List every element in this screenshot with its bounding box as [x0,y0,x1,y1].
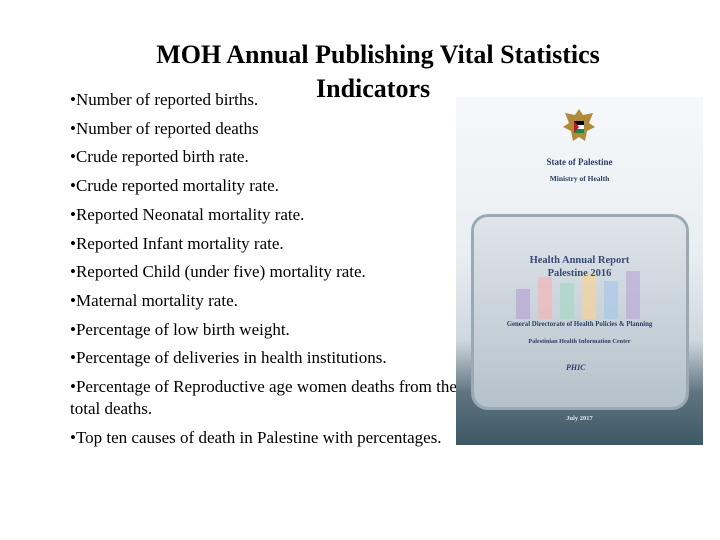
list-item: Top ten causes of death in Palestine wit… [70,427,460,449]
list-item: Percentage of Reproductive age women dea… [70,376,460,420]
list-item: Maternal mortality rate. [70,287,460,316]
bar-illustration-bar [560,283,574,319]
cover-center: Palestinian Health Information Center [528,338,631,345]
cover-report-title-line1: Health Annual Report [529,255,630,266]
bar-illustration-bar [604,281,618,319]
list-item: Reported Infant mortality rate. [70,230,460,259]
bar-illustration-bar [626,271,640,319]
list-item: Reported Neonatal mortality rate. [70,201,460,230]
bar-illustration-bar [582,273,596,319]
list-item: Percentage of low birth weight. [70,316,460,345]
cover-logo-text: PHIC [566,363,586,372]
eagle-emblem-icon [563,109,595,141]
cover-state: State of Palestine [546,157,613,167]
cover-report-title-line2: Palestine 2016 [547,268,612,279]
cover-date: July 2017 [566,415,593,422]
list-item: Crude reported birth rate. [70,143,460,172]
list-item: Crude reported mortality rate. [70,172,460,201]
slide-title-line1: MOH Annual Publishing Vital Statistics [156,40,600,69]
list-item: Number of reported births. [70,86,460,115]
list-item: Number of reported deaths [70,115,460,144]
cover-ministry: Ministry of Health [549,174,610,183]
cover-report-title: Health Annual Report Palestine 2016 [456,254,703,280]
tablet-illustration [474,217,686,407]
report-cover-image: State of Palestine Ministry of Health He… [456,97,703,445]
indicator-list: Number of reported births. Number of rep… [70,86,460,456]
bar-illustration-bar [516,289,530,319]
list-item: Reported Child (under five) mortality ra… [70,258,460,287]
bar-illustration [516,271,640,319]
cover-department: General Directorate of Health Policies &… [506,321,653,328]
list-item: Percentage of deliveries in health insti… [70,344,460,373]
bar-illustration-bar [538,277,552,319]
slide-title: MOH Annual Publishing Vital Statistics [0,40,720,70]
